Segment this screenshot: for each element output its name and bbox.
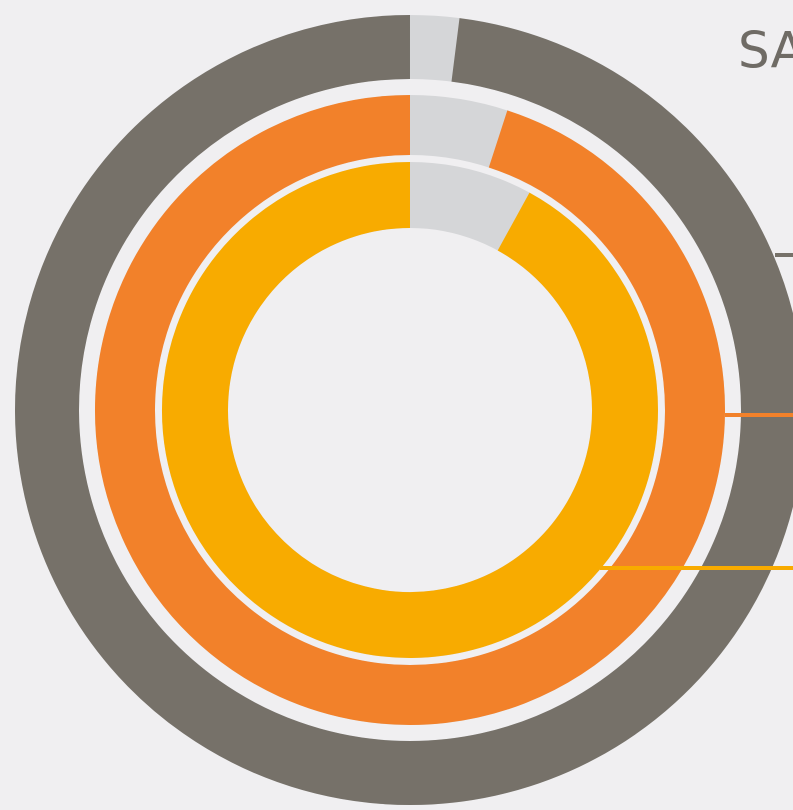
ring-arc — [95, 95, 725, 725]
ring-arc — [15, 15, 793, 805]
ring-arc — [162, 162, 658, 658]
chart-title: SA — [738, 22, 793, 80]
